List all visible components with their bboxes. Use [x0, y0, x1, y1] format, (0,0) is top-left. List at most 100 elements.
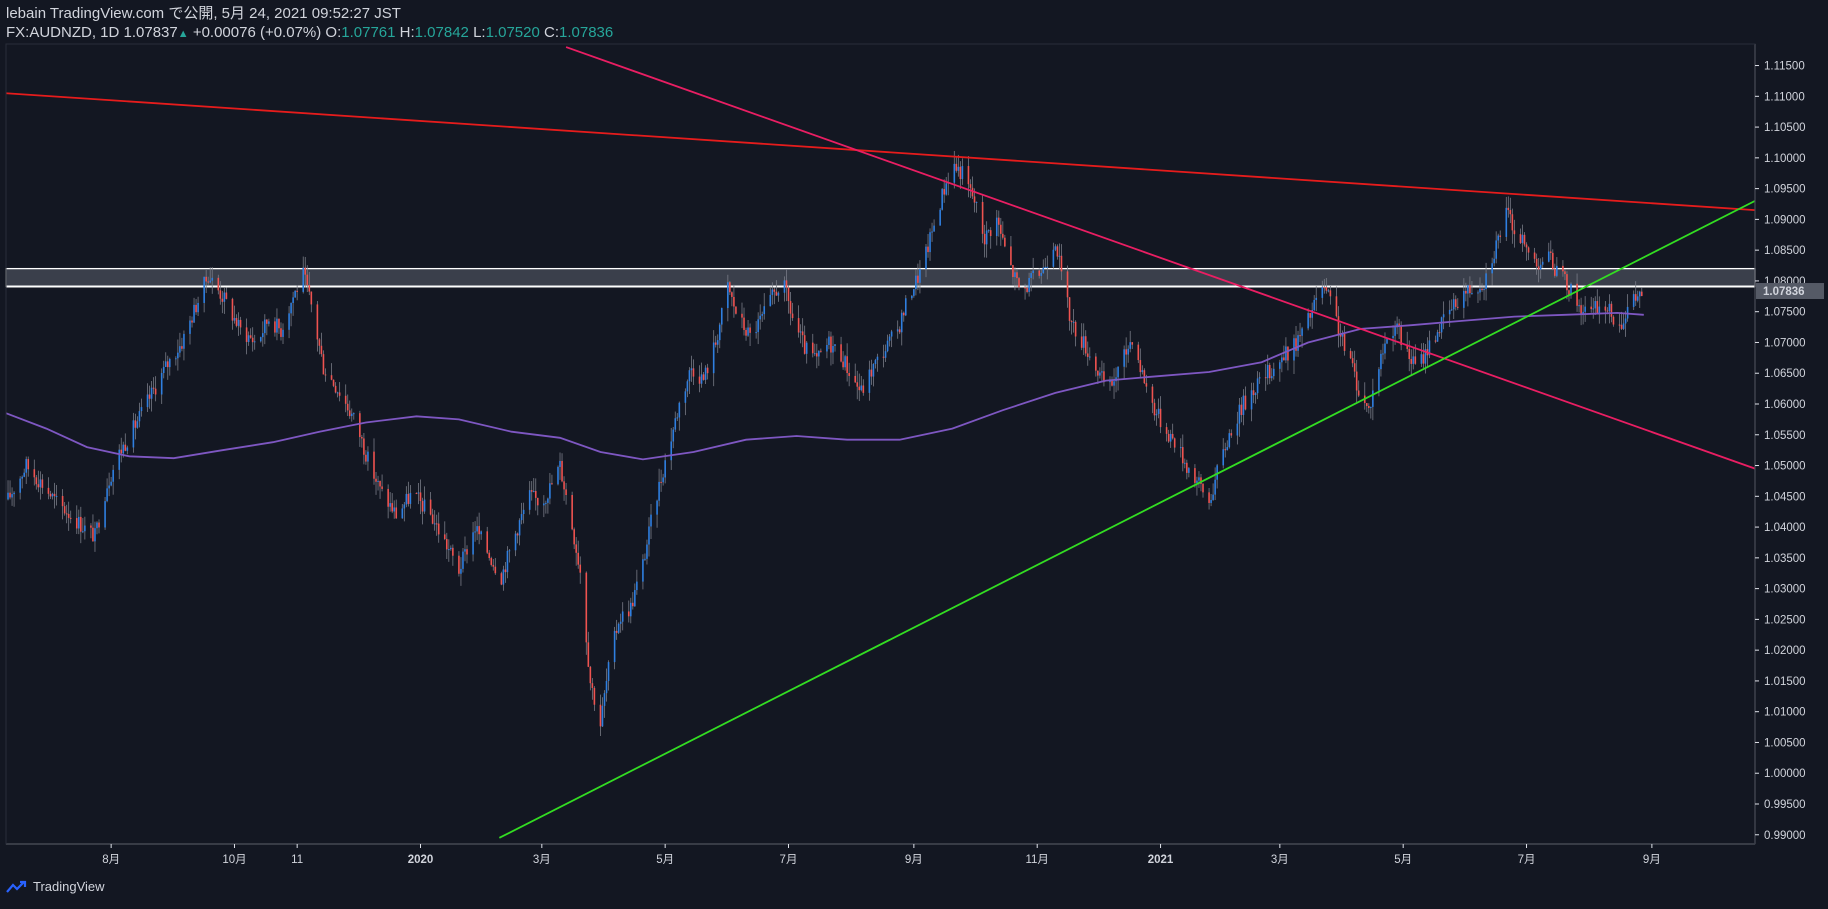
candle-up — [1188, 468, 1190, 473]
candle-up — [1392, 335, 1394, 339]
candle-up — [393, 507, 396, 512]
candle-up — [704, 367, 707, 380]
time-tick-label: 11 — [291, 854, 303, 866]
time-tick-label: 9月 — [1643, 854, 1661, 866]
candle-down — [478, 526, 480, 535]
time-tick-label: 2021 — [1148, 854, 1174, 866]
candle-down — [1414, 356, 1417, 364]
descending-trendline[interactable] — [565, 46, 1755, 470]
candle-down — [1086, 353, 1089, 357]
candle-up — [21, 476, 23, 479]
candle-down — [249, 335, 252, 338]
candle-down — [1103, 371, 1105, 383]
candle-up — [886, 340, 889, 352]
candle-down — [379, 480, 381, 487]
candle-down — [534, 490, 537, 498]
candle-down — [1535, 258, 1538, 267]
candle-up — [1505, 207, 1508, 237]
candle-down — [1604, 306, 1607, 311]
candle-up — [769, 294, 772, 307]
candle-up — [1440, 317, 1443, 333]
candle-up — [1157, 408, 1160, 414]
price-tick-label: 1.11500 — [1764, 61, 1805, 73]
candle-up — [874, 360, 877, 364]
price-tick-label: 1.01000 — [1764, 707, 1806, 719]
candle-down — [1640, 291, 1643, 297]
candle-down — [743, 317, 745, 330]
candle-up — [1382, 353, 1384, 355]
candle-up — [177, 352, 179, 359]
candle-up — [136, 421, 139, 428]
candle-down — [373, 451, 375, 479]
candle-up — [1301, 328, 1303, 336]
candle-up — [686, 381, 689, 392]
price-tick-label: 1.10500 — [1764, 122, 1806, 134]
candle-up — [636, 581, 638, 591]
candle-down — [90, 525, 92, 528]
candle-up — [939, 209, 941, 226]
candle-up — [1214, 479, 1216, 495]
brand-label[interactable]: TradingView — [33, 879, 105, 894]
candle-down — [278, 318, 280, 329]
candle-up — [904, 298, 907, 316]
candle-down — [816, 353, 818, 357]
price-tick-label: 1.05000 — [1764, 461, 1806, 473]
tradingview-logo-icon[interactable] — [6, 880, 28, 894]
candle-down — [714, 342, 717, 345]
candle-up — [1315, 297, 1318, 300]
candle-down — [207, 281, 209, 283]
candle-up — [1450, 309, 1453, 311]
candle-up — [700, 374, 703, 384]
support-trendline[interactable] — [498, 200, 1755, 839]
candle-up — [462, 551, 464, 569]
candle-down — [1038, 270, 1041, 276]
candle-down — [152, 387, 155, 389]
candle-up — [1228, 433, 1231, 448]
candle-down — [1240, 404, 1243, 415]
candle-down — [803, 335, 806, 354]
candle-up — [664, 460, 666, 478]
candle-up — [253, 341, 256, 343]
candle-up — [658, 481, 660, 501]
publish-info: lebain TradingView.com で公開, 5月 24, 2021 … — [6, 5, 401, 22]
price-tick-label: 1.02500 — [1764, 614, 1806, 626]
candle-down — [585, 572, 588, 643]
candle-down — [1465, 290, 1467, 294]
candle-down — [1012, 265, 1014, 278]
candle-up — [1210, 499, 1212, 503]
candle-down — [1438, 332, 1441, 334]
candle-down — [1634, 294, 1637, 301]
candle-down — [466, 549, 468, 555]
candle-up — [1054, 246, 1057, 250]
price-tick-label: 1.03500 — [1764, 553, 1806, 565]
candle-down — [435, 523, 438, 525]
candle-down — [221, 298, 224, 302]
resistance-trendline[interactable] — [6, 92, 1755, 212]
candle-down — [225, 292, 228, 299]
candle-down — [486, 531, 489, 553]
candle-down — [733, 296, 735, 307]
candle-up — [690, 368, 693, 371]
candle-up — [51, 493, 54, 497]
candle-down — [1335, 296, 1338, 317]
candle-down — [41, 479, 44, 488]
candle-down — [745, 329, 747, 336]
candle-down — [702, 374, 705, 380]
candle-down — [692, 368, 695, 377]
candle-up — [518, 520, 521, 536]
candle-up — [179, 346, 181, 353]
candle-down — [494, 566, 497, 574]
symbol-label[interactable]: FX:AUDNZD, 1D — [6, 24, 120, 41]
candle-down — [9, 492, 11, 498]
candle-up — [872, 363, 875, 377]
candle-up — [1592, 308, 1595, 310]
candle-up — [1088, 356, 1091, 358]
candle-down — [381, 486, 383, 489]
candle-up — [549, 483, 551, 499]
candle-up — [543, 503, 545, 506]
candle-down — [830, 336, 832, 353]
candle-down — [773, 289, 776, 292]
candle-up — [1493, 258, 1495, 264]
low-label: L: — [473, 24, 486, 41]
